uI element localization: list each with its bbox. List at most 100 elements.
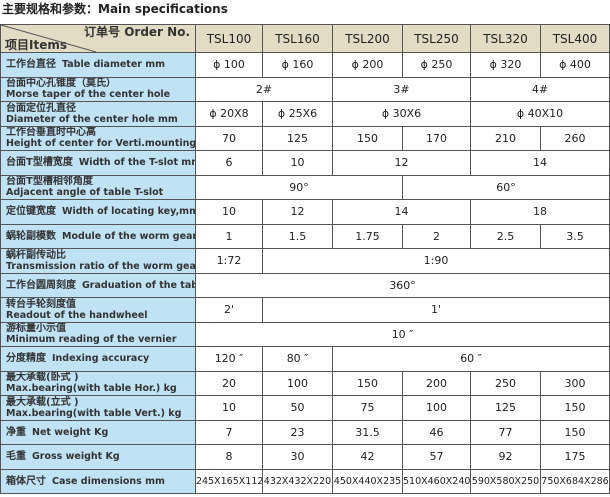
spec-value: ϕ 25X6 <box>262 101 333 127</box>
spec-value: 175 <box>540 444 610 470</box>
spec-label: 毛重 Gross weight Kg <box>0 444 196 470</box>
spec-row: 箱体尺寸 Case dimensions mm 245X165X112 432X432… <box>0 468 610 494</box>
spec-value: 12 <box>332 150 471 176</box>
spec-value: 125 <box>470 395 541 421</box>
spec-row: 转台手轮刻度值 Readout of the handwheel 2' 1' <box>0 297 610 323</box>
spec-value: 510X460X240 <box>402 468 471 494</box>
spec-value: 10 <box>262 150 333 176</box>
spec-label-en: Readout of the handwheel <box>6 309 148 321</box>
spec-value: ϕ 160 <box>262 52 333 78</box>
spec-label-cn: 净重 <box>6 426 26 438</box>
spec-label: 最大承载(立式 ) Max.bearing(with table Vert.) k… <box>0 395 196 421</box>
spec-label: 蜗轮副模数 Module of the worm gear <box>0 223 196 249</box>
spec-value: ϕ 40X10 <box>470 101 610 127</box>
header-row: 订单号 Order No. 项目Items TSL100 TSL160 TSL2… <box>0 24 610 53</box>
spec-label-cn: 台面T型槽相邻角度 <box>6 176 93 188</box>
header-corner-cell: 订单号 Order No. 项目Items <box>0 24 196 53</box>
spec-row: 台面T型槽相邻角度 Adjacent angle of table T-slot 9… <box>0 174 610 200</box>
spec-value: 150 <box>332 125 403 151</box>
spec-label-cn: 最大承载(卧式 ) <box>6 372 79 384</box>
spec-value: 260 <box>540 125 610 151</box>
spec-label-cn: 分度精度 <box>6 353 46 365</box>
spec-label-en: Minimum reading of the vernier <box>6 334 177 346</box>
spec-value: 1.75 <box>332 223 403 249</box>
spec-value: 42 <box>332 444 403 470</box>
spec-value: 60° <box>402 174 610 200</box>
spec-label-en: Height of center for Verti.mounting mm <box>6 138 196 150</box>
spec-label: 台面定位孔直径 Diameter of the center hole mm <box>0 101 196 127</box>
page-title: 主要规格和参数：Main specifications <box>2 2 228 16</box>
spec-value: 50 <box>262 395 333 421</box>
spec-value: 20 <box>195 370 263 396</box>
spec-value: ϕ 200 <box>332 52 403 78</box>
spec-value: 1' <box>262 297 610 323</box>
spec-label: 工作台直径 Table diameter mm <box>0 52 196 78</box>
spec-label-cn: 台面定位孔直径 <box>6 102 76 114</box>
diagonal-divider <box>1 25 97 52</box>
spec-label-cn: 定位键宽度 <box>6 206 56 218</box>
spec-table: 订单号 Order No. 项目Items TSL100 TSL160 TSL2… <box>0 24 610 494</box>
spec-label-en: Case dimensions mm <box>52 475 165 487</box>
spec-value: 200 <box>402 370 471 396</box>
spec-value: 3.5 <box>540 223 610 249</box>
spec-value: 100 <box>262 370 333 396</box>
spec-value: 18 <box>470 199 610 225</box>
spec-value: 2 <box>402 223 471 249</box>
spec-value: 150 <box>540 395 610 421</box>
spec-row: 工作台垂直时中心高 Height of center for Verti.moun… <box>0 125 610 151</box>
spec-row: 最大承载(卧式 ) Max.bearing(with table Hor.) kg… <box>0 370 610 396</box>
spec-row: 蜗杆副传动比 Transmission ratio of the worm gea… <box>0 248 610 274</box>
spec-label: 最大承载(卧式 ) Max.bearing(with table Hor.) kg <box>0 370 196 396</box>
spec-value: 57 <box>402 444 471 470</box>
spec-row: 工作台直径 Table diameter mm ϕ 100 ϕ 160 ϕ 200 ϕ 2… <box>0 52 610 78</box>
spec-value: 750X684X286 <box>540 468 610 494</box>
spec-value: 60 ″ <box>332 346 610 372</box>
spec-value: 10 ″ <box>195 321 610 347</box>
spec-value: 1:72 <box>195 248 263 274</box>
spec-value: 450X440X235 <box>332 468 403 494</box>
spec-value: 245X165X112 <box>195 468 263 494</box>
spec-label: 工作台圆周刻度 Graduation of the table <box>0 272 196 298</box>
spec-value: 1 <box>195 223 263 249</box>
spec-value: 70 <box>195 125 263 151</box>
spec-value: ϕ 320 <box>470 52 541 78</box>
spec-row: 游标量小示值 Minimum reading of the vernier 10 ″ <box>0 321 610 347</box>
spec-row: 净重 Net weight Kg 7 23 31.5 46 77 150 <box>0 419 610 445</box>
spec-label: 台面中心孔锥度（莫氏） Morse taper of the center hol… <box>0 76 196 102</box>
spec-row: 台面定位孔直径 Diameter of the center hole mm ϕ 2… <box>0 101 610 127</box>
spec-value: ϕ 20X8 <box>195 101 263 127</box>
model-header: TSL250 <box>402 24 471 53</box>
spec-value: 23 <box>262 419 333 445</box>
spec-label-en: Net weight Kg <box>32 426 109 438</box>
spec-value: 46 <box>402 419 471 445</box>
spec-label: 箱体尺寸 Case dimensions mm <box>0 468 196 494</box>
spec-value: 120 ″ <box>195 346 263 372</box>
spec-value: 150 <box>540 419 610 445</box>
spec-value: 8 <box>195 444 263 470</box>
spec-label-en: Graduation of the table <box>82 279 196 291</box>
spec-value: ϕ 250 <box>402 52 471 78</box>
spec-label-en: Table diameter mm <box>62 59 166 71</box>
spec-value: 360° <box>195 272 610 298</box>
spec-value: 14 <box>470 150 610 176</box>
spec-value: 10 <box>195 199 263 225</box>
spec-label: 定位键宽度 Width of locating key,mm <box>0 199 196 225</box>
spec-label-cn: 工作台垂直时中心高 <box>6 127 96 139</box>
spec-row: 最大承载(立式 ) Max.bearing(with table Vert.) k… <box>0 395 610 421</box>
spec-row: 毛重 Gross weight Kg 8 30 42 57 92 175 <box>0 444 610 470</box>
spec-label-en: Gross weight Kg <box>32 451 120 463</box>
spec-label: 蜗杆副传动比 Transmission ratio of the worm gea… <box>0 248 196 274</box>
spec-value: 2' <box>195 297 263 323</box>
spec-value: 590X580X250 <box>470 468 541 494</box>
model-header: TSL100 <box>195 24 263 53</box>
spec-label-cn: 转台手轮刻度值 <box>6 298 76 310</box>
spec-row: 台面中心孔锥度（莫氏） Morse taper of the center hol… <box>0 76 610 102</box>
spec-label-en: Width of the T-slot mm <box>78 157 196 169</box>
spec-label-en: Diameter of the center hole mm <box>6 113 178 125</box>
spec-value: 92 <box>470 444 541 470</box>
model-header: TSL400 <box>540 24 610 53</box>
spec-label: 分度精度 Indexing accuracy <box>0 346 196 372</box>
spec-label-cn: 游标量小示值 <box>6 323 66 335</box>
spec-value: 432X432X220 <box>262 468 333 494</box>
spec-value: 12 <box>262 199 333 225</box>
